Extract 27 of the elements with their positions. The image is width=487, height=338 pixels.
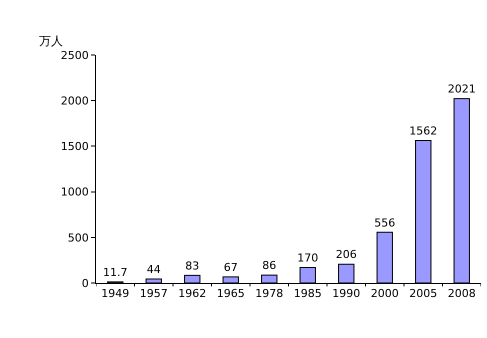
data-label: 206 — [336, 248, 357, 262]
y-tick-label: 1500 — [60, 140, 89, 154]
y-tick-label: 1000 — [60, 186, 89, 199]
data-label: 170 — [297, 252, 318, 264]
data-label: 556 — [374, 216, 396, 230]
x-tick-label: 2000 — [370, 287, 399, 300]
x-tick-label: 1949 — [101, 287, 130, 300]
x-tick-label: 1965 — [216, 287, 245, 300]
data-label: 44 — [146, 262, 161, 276]
data-label: 11.7 — [103, 266, 128, 279]
data-label: 1562 — [409, 124, 438, 138]
x-tick-label: 1957 — [140, 287, 168, 300]
y-tick-label: 2500 — [60, 48, 89, 62]
data-label: 86 — [262, 259, 276, 272]
x-tick-label: 1985 — [294, 287, 322, 300]
data-label: 83 — [185, 259, 200, 272]
x-tick-label: 2005 — [409, 287, 438, 300]
y-tick-label: 500 — [68, 231, 89, 244]
x-tick-label: 1978 — [255, 287, 284, 300]
y-tick-label: 2000 — [60, 94, 89, 108]
y-tick-label: 0 — [82, 276, 89, 290]
data-label: 67 — [224, 260, 238, 274]
data-label: 2021 — [448, 82, 476, 96]
x-tick-label: 2008 — [448, 287, 476, 300]
y-axis-title: 万人 — [39, 34, 63, 48]
x-tick-label: 1990 — [332, 287, 360, 300]
x-tick-label: 1962 — [178, 287, 206, 300]
